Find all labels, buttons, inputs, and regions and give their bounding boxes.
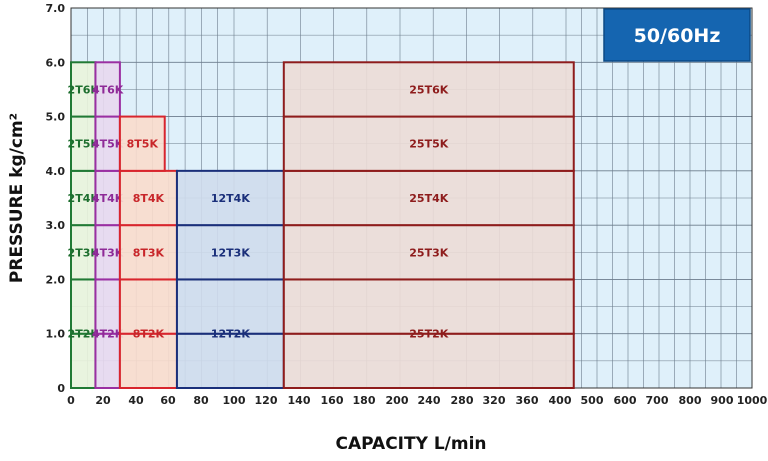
frequency-badge: 50/60Hz [603, 8, 751, 62]
y-tick-labels: 0 1.0 2.0 3.0 4.0 5.0 6.0 7.0 [46, 2, 66, 395]
cell-label: 4T5K [92, 138, 124, 151]
x-tick-label: 700 [646, 394, 669, 407]
model-cell [70, 224, 97, 281]
cell-label: 8T5K [127, 138, 159, 151]
y-tick-label: 6.0 [46, 56, 66, 69]
cell-label: 25T4K [409, 192, 448, 205]
model-regions: 2T2K 2T3K 2T4K 2T5K 2T6K 4T2K 4T3K 4T4K 4T5K 4T6K… [68, 61, 575, 390]
model-cell-base [282, 332, 575, 390]
cell-label: 4T6K [92, 83, 124, 96]
cell-label: 8T2K [133, 328, 165, 341]
cell-label: 4T3K [92, 246, 124, 259]
cell-label: 25T2K [409, 328, 448, 341]
x-tick-label: 20 [95, 394, 111, 407]
model-cell-base [70, 332, 97, 390]
x-tick-label: 80 [193, 394, 209, 407]
x-tick-label: 1000 [737, 394, 768, 407]
model-cell [70, 278, 97, 335]
x-tick-label: 0 [67, 394, 75, 407]
cell-label: 2T4K [68, 192, 100, 205]
cell-label: 12T3K [211, 246, 250, 259]
cell-label: 2T2K [68, 328, 100, 341]
model-cell [282, 169, 575, 227]
model-cell [94, 61, 121, 118]
cell-label: 2T3K [68, 246, 100, 259]
x-tick-label: 900 [711, 394, 734, 407]
model-group-8t: 8T2K 8T3K 8T4K 8T5K [118, 115, 178, 390]
x-tick-label: 280 [451, 394, 474, 407]
x-tick-label: 100 [223, 394, 246, 407]
model-cell [282, 61, 575, 118]
model-cell-base [94, 332, 121, 390]
x-tick-label: 400 [549, 394, 572, 407]
y-tick-label: 4.0 [46, 165, 66, 178]
model-group-12t: 12T2K 12T3K 12T4K [175, 169, 285, 390]
model-group-25t: 25T2K 25T3K 25T4K 25T5K 25T6K [282, 61, 575, 390]
cell-label: 25T6K [409, 83, 448, 96]
x-tick-label: 140 [288, 394, 311, 407]
x-tick-label: 180 [353, 394, 376, 407]
model-cell [282, 115, 575, 172]
model-cell [118, 115, 166, 172]
model-cell [94, 278, 121, 335]
x-tick-label: 800 [679, 394, 702, 407]
x-tick-label: 320 [483, 394, 506, 407]
y-axis-title: PRESSURE kg/cm² [7, 113, 27, 283]
x-tick-label: 160 [321, 394, 344, 407]
model-cell-base [175, 332, 285, 390]
cell-label: 8T3K [133, 246, 165, 259]
y-tick-label: 2.0 [46, 273, 66, 286]
y-tick-label: 5.0 [46, 111, 66, 124]
x-tick-labels: 0 20 40 60 80 100 120 140 160 180 200 240 280 320 360 4… [67, 394, 767, 407]
y-tick-label: 7.0 [46, 2, 66, 15]
cell-label: 12T4K [211, 192, 250, 205]
cell-label: 2T5K [68, 138, 100, 151]
model-cell [175, 278, 285, 335]
x-tick-label: 360 [516, 394, 539, 407]
x-tick-label: 60 [160, 394, 176, 407]
cell-label: 4T4K [92, 192, 124, 205]
y-tick-label: 0 [57, 382, 65, 395]
model-cell [282, 278, 575, 335]
cell-label: 25T5K [409, 138, 448, 151]
model-cell [118, 278, 178, 335]
badge-label: 50/60Hz [634, 25, 721, 47]
cell-label: 25T3K [409, 246, 448, 259]
cell-label: 8T4K [133, 192, 165, 205]
x-tick-label: 240 [418, 394, 441, 407]
x-tick-label: 500 [581, 394, 604, 407]
model-group-4t: 4T2K 4T3K 4T4K 4T5K 4T6K [92, 61, 124, 390]
y-tick-label: 1.0 [46, 328, 66, 341]
cell-label: 2T6K [68, 83, 100, 96]
x-tick-label: 200 [386, 394, 409, 407]
x-axis-title: CAPACITY L/min [336, 434, 487, 454]
x-tick-label: 40 [128, 394, 144, 407]
cell-label: 12T2K [211, 328, 250, 341]
model-cell [118, 224, 178, 281]
y-tick-label: 3.0 [46, 219, 66, 232]
x-tick-label: 600 [614, 394, 637, 407]
cell-label: 4T2K [92, 328, 124, 341]
model-cell-base [118, 332, 178, 390]
x-tick-label: 120 [255, 394, 278, 407]
